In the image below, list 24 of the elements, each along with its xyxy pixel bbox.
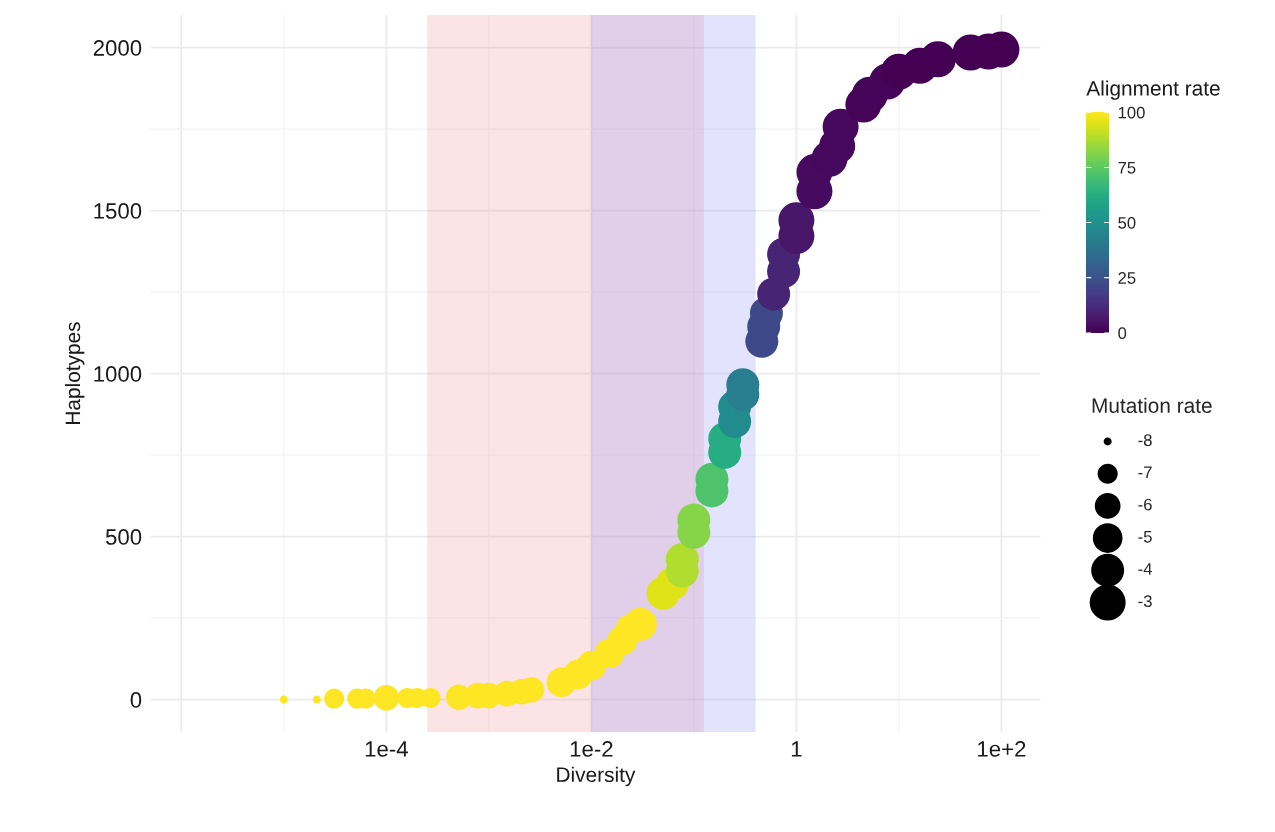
x-tick-label: 1e-2 bbox=[570, 741, 613, 757]
legend-label: -6 bbox=[1138, 498, 1152, 511]
color-bar-label: 25 bbox=[1118, 272, 1136, 284]
legend-label: -7 bbox=[1138, 466, 1152, 479]
color-bar-label: 0 bbox=[1118, 327, 1127, 339]
y-tick-label: 2000 bbox=[93, 40, 142, 56]
legend-label: -4 bbox=[1138, 563, 1152, 575]
y-tick-label: 1000 bbox=[94, 366, 142, 382]
y-tick-label: 1500 bbox=[94, 203, 142, 219]
legend-title: Mutation rate bbox=[1092, 397, 1212, 414]
color-bar-label: 50 bbox=[1118, 216, 1136, 229]
legend-label: -5 bbox=[1138, 531, 1152, 543]
legend-label: -8 bbox=[1138, 434, 1152, 447]
x-axis-title: Diversity bbox=[557, 766, 636, 787]
color-bar-label: 100 bbox=[1118, 106, 1145, 119]
color-bar-label: 75 bbox=[1118, 162, 1136, 174]
y-axis-title: Haplotypes bbox=[64, 322, 85, 424]
color-bar-title: Alignment rate bbox=[1086, 80, 1220, 100]
y-tick-label: 0 bbox=[130, 692, 142, 708]
y-tick-label: 500 bbox=[105, 529, 142, 545]
x-tick-label: 1e+2 bbox=[978, 741, 1026, 757]
x-tick-label: 1 bbox=[791, 741, 802, 757]
legend-label: -3 bbox=[1138, 595, 1152, 608]
x-tick-label: 1e-4 bbox=[365, 741, 408, 757]
